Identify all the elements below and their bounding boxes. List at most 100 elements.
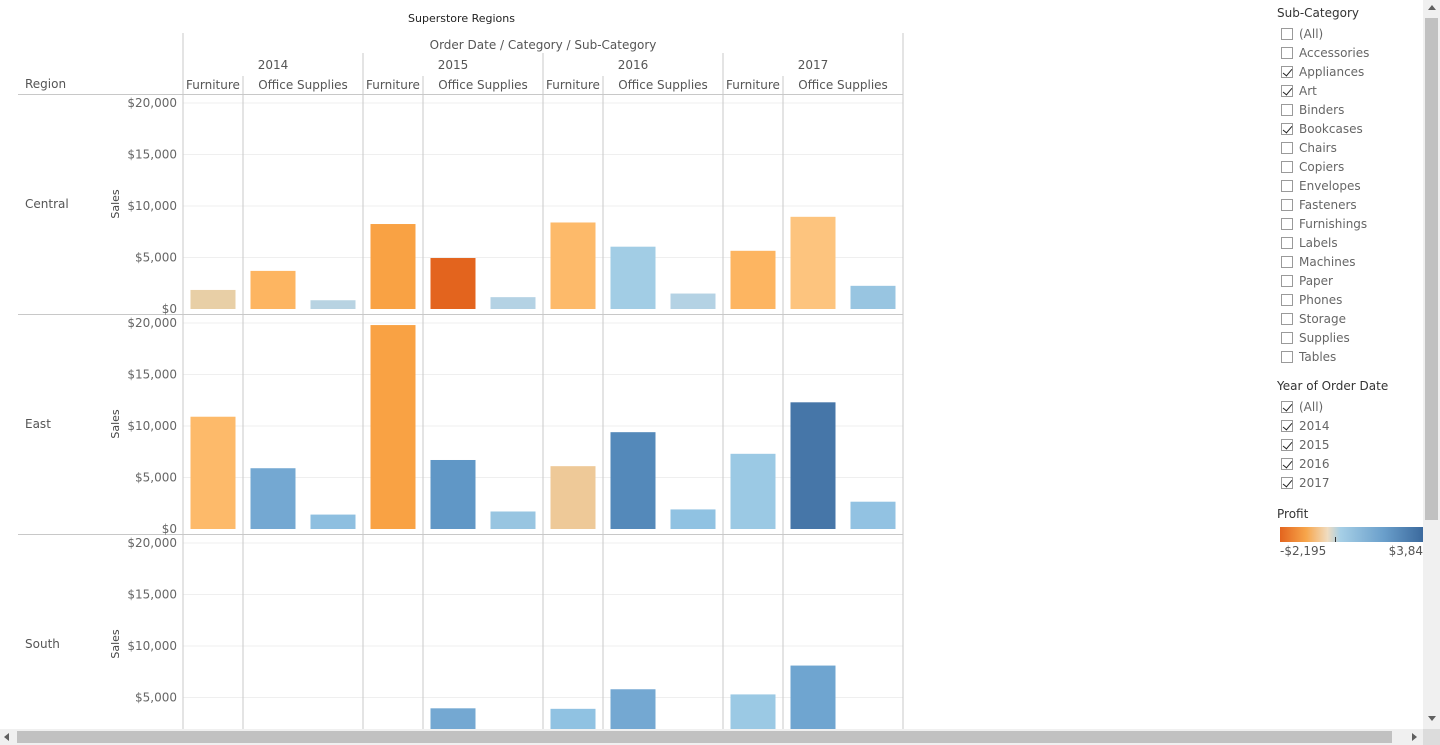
y-tick-label: $15,000 (127, 148, 177, 162)
subcategory-filter-item[interactable]: Furnishings (1277, 214, 1423, 233)
bar[interactable] (550, 222, 596, 309)
year-header: 2014 (258, 58, 289, 72)
y-tick-label: $15,000 (127, 588, 177, 602)
bar[interactable] (610, 432, 656, 529)
checkbox-icon[interactable] (1281, 255, 1293, 268)
checkbox-icon[interactable] (1281, 274, 1293, 287)
checkbox-checked-icon[interactable] (1281, 419, 1293, 432)
subcategory-filter-item[interactable]: Envelopes (1277, 176, 1423, 195)
subcategory-filter-item[interactable]: Storage (1277, 309, 1423, 328)
y-axis-title: Sales (109, 189, 122, 219)
checkbox-checked-icon[interactable] (1281, 457, 1293, 470)
subcategory-filter-item[interactable]: Paper (1277, 271, 1423, 290)
subcategory-filter-item[interactable]: Labels (1277, 233, 1423, 252)
year-filter-list: (All) 2014 2015 2016 2017 (1277, 397, 1423, 492)
bar[interactable] (430, 708, 476, 729)
subcategory-filter-item[interactable]: Art (1277, 81, 1423, 100)
scroll-up-arrow-icon[interactable] (1428, 5, 1436, 10)
bar[interactable] (550, 466, 596, 529)
bar[interactable] (610, 689, 656, 729)
bar[interactable] (610, 246, 656, 309)
checkbox-icon[interactable] (1281, 312, 1293, 325)
checkbox-icon[interactable] (1281, 103, 1293, 116)
checkbox-checked-icon[interactable] (1281, 84, 1293, 97)
category-header: Furniture (726, 78, 780, 92)
checkbox-icon[interactable] (1281, 198, 1293, 211)
category-header: Furniture (186, 78, 240, 92)
year-filter-item[interactable]: 2015 (1277, 435, 1423, 454)
subcategory-filter-item-label: Phones (1299, 292, 1343, 307)
subcategory-filter-item[interactable]: Fasteners (1277, 195, 1423, 214)
checkbox-icon[interactable] (1281, 350, 1293, 363)
viz-title: Superstore Regions (408, 12, 515, 25)
bar[interactable] (550, 708, 596, 729)
subcategory-filter-item[interactable]: (All) (1277, 24, 1423, 43)
checkbox-icon[interactable] (1281, 46, 1293, 59)
subcategory-filter-item[interactable]: Supplies (1277, 328, 1423, 347)
checkbox-checked-icon[interactable] (1281, 476, 1293, 489)
horizontal-scroll-thumb[interactable] (17, 731, 1392, 743)
bar[interactable] (310, 514, 356, 529)
scroll-left-arrow-icon[interactable] (4, 733, 9, 741)
subcategory-filter-item[interactable]: Tables (1277, 347, 1423, 366)
bar[interactable] (850, 285, 896, 309)
bar[interactable] (250, 468, 296, 529)
bar[interactable] (730, 694, 776, 729)
checkbox-icon[interactable] (1281, 160, 1293, 173)
bar[interactable] (490, 297, 536, 309)
bar[interactable] (190, 416, 236, 529)
checkbox-icon[interactable] (1281, 293, 1293, 306)
subcategory-filter-item[interactable]: Binders (1277, 100, 1423, 119)
bar[interactable] (310, 300, 356, 309)
bar[interactable] (490, 511, 536, 529)
bar[interactable] (430, 459, 476, 529)
subcategory-filter-item[interactable]: Chairs (1277, 138, 1423, 157)
checkbox-icon[interactable] (1281, 217, 1293, 230)
year-filter-item[interactable]: (All) (1277, 397, 1423, 416)
year-filter-item[interactable]: 2014 (1277, 416, 1423, 435)
vertical-scrollbar[interactable] (1423, 0, 1440, 729)
bar[interactable] (370, 325, 416, 529)
subcategory-filter-item[interactable]: Phones (1277, 290, 1423, 309)
year-header: 2016 (618, 58, 649, 72)
bar-chart: Order Date / Category / Sub-Category Regi… (18, 33, 904, 729)
bar[interactable] (790, 216, 836, 309)
legend-min-label: -$2,195 (1280, 544, 1327, 558)
checkbox-checked-icon[interactable] (1281, 438, 1293, 451)
bar[interactable] (790, 665, 836, 729)
subcategory-filter-item[interactable]: Machines (1277, 252, 1423, 271)
horizontal-scrollbar[interactable] (0, 729, 1423, 745)
year-filter-item[interactable]: 2017 (1277, 473, 1423, 492)
checkbox-icon[interactable] (1281, 331, 1293, 344)
checkbox-checked-icon[interactable] (1281, 65, 1293, 78)
bar[interactable] (850, 501, 896, 529)
year-filter-item-label: 2014 (1299, 418, 1330, 433)
profit-legend: Profit -$2,195 $3,84 (1277, 506, 1424, 558)
bar[interactable] (250, 270, 296, 309)
scroll-right-arrow-icon[interactable] (1412, 733, 1417, 741)
bar[interactable] (370, 224, 416, 309)
checkbox-checked-icon[interactable] (1281, 400, 1293, 413)
bar[interactable] (730, 453, 776, 529)
year-filter-item[interactable]: 2016 (1277, 454, 1423, 473)
subcategory-filter-item[interactable]: Appliances (1277, 62, 1423, 81)
bar[interactable] (730, 250, 776, 309)
bar[interactable] (190, 289, 236, 309)
checkbox-icon[interactable] (1281, 141, 1293, 154)
subcategory-filter-item[interactable]: Accessories (1277, 43, 1423, 62)
checkbox-icon[interactable] (1281, 27, 1293, 40)
subcategory-filter-item[interactable]: Copiers (1277, 157, 1423, 176)
scroll-down-arrow-icon[interactable] (1428, 716, 1436, 721)
subcategory-filter-item-label: Copiers (1299, 159, 1345, 174)
vertical-scroll-thumb[interactable] (1425, 18, 1438, 520)
checkbox-icon[interactable] (1281, 179, 1293, 192)
checkbox-checked-icon[interactable] (1281, 122, 1293, 135)
bar[interactable] (790, 402, 836, 529)
bar[interactable] (670, 509, 716, 529)
bar[interactable] (670, 293, 716, 309)
subcategory-filter-item-label: Labels (1299, 235, 1338, 250)
bar[interactable] (430, 258, 476, 309)
tick-layer: $0 $5,000 $10,000 $15,000 $20,000 Central Sale… (25, 96, 177, 705)
subcategory-filter-item[interactable]: Bookcases (1277, 119, 1423, 138)
checkbox-icon[interactable] (1281, 236, 1293, 249)
